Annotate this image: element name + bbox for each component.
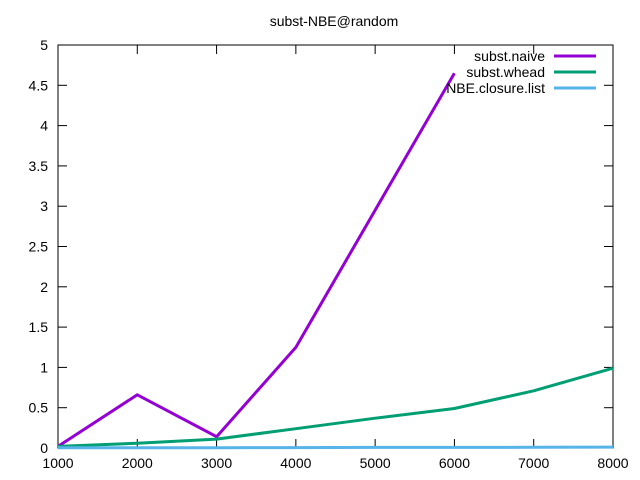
x-tick-label: 7000 xyxy=(518,455,549,471)
plot-area: 0 0.5 1 1.5 2 2.5 3 3.5 4 4.5 5 1000 2000 3000 4000 500… xyxy=(29,37,629,471)
x-tick-label: 4000 xyxy=(280,455,311,471)
y-tick-label: 1 xyxy=(40,359,48,375)
series-line-subst-naive xyxy=(57,72,456,448)
y-tick-label: 2 xyxy=(40,279,48,295)
y-tick-label: 4.5 xyxy=(29,77,49,93)
y-tick-label: 4 xyxy=(40,118,48,134)
x-tick-label: 1000 xyxy=(42,455,73,471)
x-tick-label: 3000 xyxy=(201,455,232,471)
x-tick-label: 6000 xyxy=(439,455,470,471)
legend-label: NBE.closure.list xyxy=(446,80,545,96)
legend-label: subst.whead xyxy=(466,64,545,80)
chart-title: subst-NBE@random xyxy=(270,13,399,29)
series-line-subst-whead xyxy=(57,366,614,448)
legend-label: subst.naive xyxy=(474,48,545,64)
x-tick-label: 5000 xyxy=(360,455,391,471)
y-tick-label: 0 xyxy=(40,440,48,456)
y-tick-label: 3.5 xyxy=(29,158,49,174)
y-tick-label: 3 xyxy=(40,198,48,214)
plot-border xyxy=(57,44,614,449)
x-tick-label: 2000 xyxy=(122,455,153,471)
y-tick-label: 2.5 xyxy=(29,239,49,255)
y-tick-label: 1.5 xyxy=(29,319,49,335)
y-tick-label: 0.5 xyxy=(29,400,49,416)
x-tick-label: 8000 xyxy=(597,455,628,471)
y-tick-label: 5 xyxy=(40,37,48,53)
series-line-NBE-closure-list xyxy=(58,445,614,450)
